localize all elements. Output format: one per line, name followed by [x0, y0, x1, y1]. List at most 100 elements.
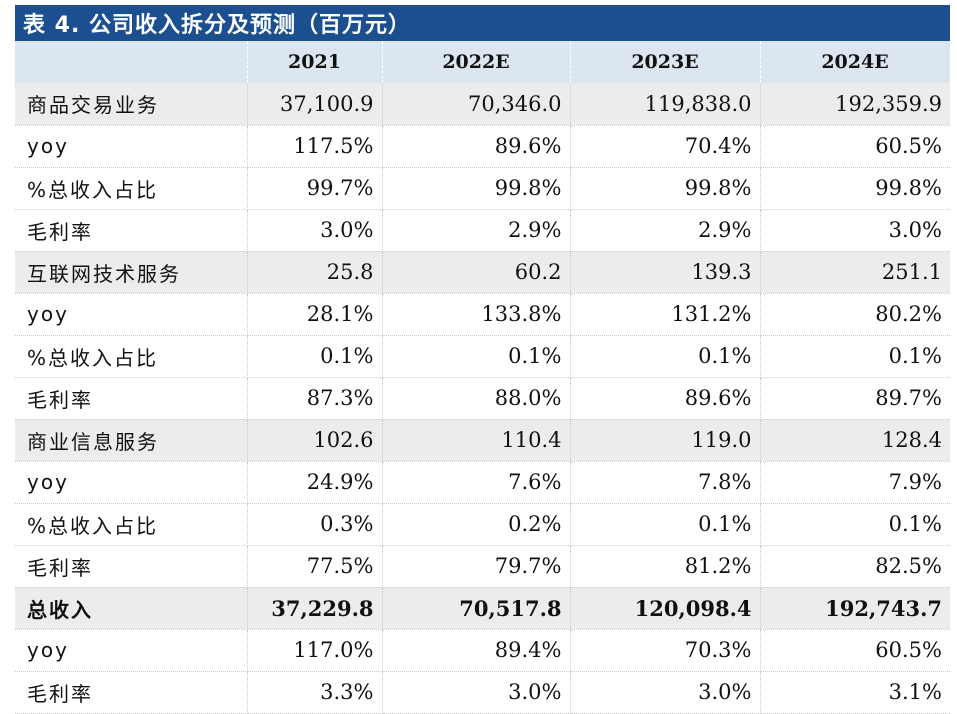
table-row: 毛利率 3.0% 2.9% 2.9% 3.0%: [15, 209, 950, 252]
row-label: 毛利率: [15, 671, 248, 714]
table-row: %总收入占比 99.7% 99.8% 99.8% 99.8%: [15, 167, 950, 210]
table-row: 毛利率 87.3% 88.0% 89.6% 89.7%: [15, 377, 950, 420]
row-value: 133.8%: [382, 293, 571, 336]
table-body: 商品交易业务 37,100.9 70,346.0 119,838.0 192,359.9…: [15, 83, 950, 714]
row-value: 131.2%: [570, 293, 761, 336]
row-label: 商业信息服务: [15, 419, 248, 462]
table-row: 商品交易业务 37,100.9 70,346.0 119,838.0 192,359.9: [15, 83, 950, 126]
row-label: 毛利率: [15, 545, 248, 588]
row-value: 0.1%: [382, 335, 571, 378]
row-value: 2.9%: [382, 209, 571, 252]
row-value: 128.4: [760, 419, 950, 462]
row-value: 37,229.8: [247, 587, 383, 630]
row-value: 139.3: [570, 251, 761, 294]
row-value: 7.6%: [382, 461, 571, 504]
table-row: yoy 24.9% 7.6% 7.8% 7.9%: [15, 461, 950, 504]
row-value: 60.5%: [760, 125, 950, 168]
row-value: 117.5%: [247, 125, 383, 168]
row-value: 3.0%: [760, 209, 950, 252]
row-value: 89.7%: [760, 377, 950, 420]
header-corner: [15, 41, 248, 83]
row-value: 0.3%: [247, 503, 383, 546]
row-value: 82.5%: [760, 545, 950, 588]
row-label: 毛利率: [15, 209, 248, 252]
row-value: 120,098.4: [570, 587, 761, 630]
row-value: 70,346.0: [382, 83, 571, 126]
row-value: 37,100.9: [247, 83, 383, 126]
row-value: 28.1%: [247, 293, 383, 336]
row-value: 3.3%: [247, 671, 383, 714]
row-label: 互联网技术服务: [15, 251, 248, 294]
header-2021: 2021: [247, 41, 383, 83]
header-row: 2021 2022E 2023E 2024E: [15, 41, 951, 83]
table-row: %总收入占比 0.3% 0.2% 0.1% 0.1%: [15, 503, 950, 546]
row-label: %总收入占比: [15, 167, 248, 210]
row-value: 70.4%: [570, 125, 761, 168]
row-value: 119,838.0: [570, 83, 761, 126]
row-value: 192,743.7: [760, 587, 950, 630]
table-row: 总收入 37,229.8 70,517.8 120,098.4 192,743.7: [15, 587, 950, 630]
row-value: 117.0%: [247, 629, 383, 672]
table-row: 毛利率 77.5% 79.7% 81.2% 82.5%: [15, 545, 950, 588]
row-value: 0.1%: [570, 335, 761, 378]
table-row: yoy 28.1% 133.8% 131.2% 80.2%: [15, 293, 950, 336]
row-value: 3.1%: [760, 671, 950, 714]
row-value: 3.0%: [382, 671, 571, 714]
row-value: 3.0%: [247, 209, 383, 252]
row-label: 毛利率: [15, 377, 248, 420]
row-value: 0.1%: [247, 335, 383, 378]
row-value: 99.8%: [760, 167, 950, 210]
header-2023e: 2023E: [570, 41, 761, 83]
row-value: 7.8%: [570, 461, 761, 504]
table-title: 表 4. 公司收入拆分及预测（百万元）: [15, 5, 950, 41]
row-value: 88.0%: [382, 377, 571, 420]
row-value: 80.2%: [760, 293, 950, 336]
row-value: 70,517.8: [382, 587, 571, 630]
row-value: 77.5%: [247, 545, 383, 588]
row-label: yoy: [15, 293, 248, 336]
row-value: 0.1%: [570, 503, 761, 546]
row-value: 99.7%: [247, 167, 383, 210]
row-value: 2.9%: [570, 209, 761, 252]
row-value: 110.4: [382, 419, 571, 462]
row-value: 99.8%: [570, 167, 761, 210]
row-value: 60.5%: [760, 629, 950, 672]
row-label: yoy: [15, 125, 248, 168]
row-value: 102.6: [247, 419, 383, 462]
table-row: 互联网技术服务 25.8 60.2 139.3 251.1: [15, 251, 950, 294]
row-label: %总收入占比: [15, 335, 248, 378]
row-value: 60.2: [382, 251, 571, 294]
row-value: 25.8: [247, 251, 383, 294]
table-row: 毛利率 3.3% 3.0% 3.0% 3.1%: [15, 671, 950, 714]
row-value: 7.9%: [760, 461, 950, 504]
row-value: 79.7%: [382, 545, 571, 588]
row-value: 89.4%: [382, 629, 571, 672]
row-value: 3.0%: [570, 671, 761, 714]
header-2022e: 2022E: [382, 41, 571, 83]
row-value: 192,359.9: [760, 83, 950, 126]
table-row: %总收入占比 0.1% 0.1% 0.1% 0.1%: [15, 335, 950, 378]
table-row: yoy 117.5% 89.6% 70.4% 60.5%: [15, 125, 950, 168]
header-2024e: 2024E: [760, 41, 951, 83]
row-value: 0.1%: [760, 335, 950, 378]
row-label: yoy: [15, 461, 248, 504]
row-value: 87.3%: [247, 377, 383, 420]
row-value: 0.1%: [760, 503, 950, 546]
row-value: 24.9%: [247, 461, 383, 504]
revenue-table: 2021 2022E 2023E 2024E 商品交易业务 37,100.9 70,…: [15, 41, 951, 714]
table-row: yoy 117.0% 89.4% 70.3% 60.5%: [15, 629, 950, 672]
revenue-table-frame: 表 4. 公司收入拆分及预测（百万元） 2021 2022E 2023E 202…: [15, 5, 951, 714]
row-value: 99.8%: [382, 167, 571, 210]
row-label: yoy: [15, 629, 248, 672]
row-value: 251.1: [760, 251, 950, 294]
row-label: 商品交易业务: [15, 83, 248, 126]
table-row: 商业信息服务 102.6 110.4 119.0 128.4: [15, 419, 950, 462]
row-value: 81.2%: [570, 545, 761, 588]
row-label: %总收入占比: [15, 503, 248, 546]
row-value: 89.6%: [382, 125, 571, 168]
row-value: 89.6%: [570, 377, 761, 420]
row-value: 119.0: [570, 419, 761, 462]
row-label: 总收入: [15, 587, 248, 630]
row-value: 70.3%: [570, 629, 761, 672]
row-value: 0.2%: [382, 503, 571, 546]
